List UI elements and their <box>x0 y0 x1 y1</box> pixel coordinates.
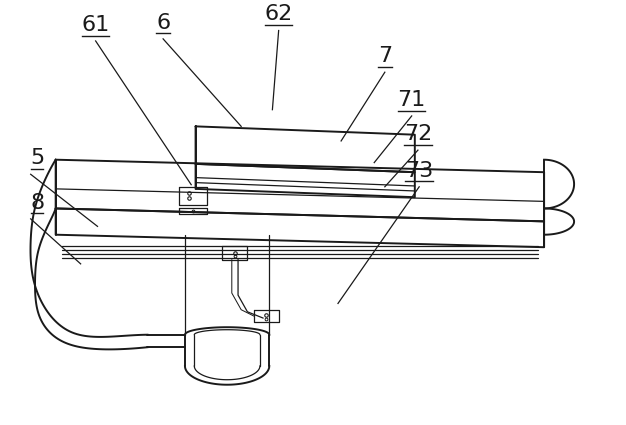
Text: 62: 62 <box>265 4 293 24</box>
Text: 73: 73 <box>405 161 433 181</box>
Text: 72: 72 <box>404 124 432 144</box>
Text: 5: 5 <box>31 148 45 168</box>
Text: 8: 8 <box>31 193 45 212</box>
Text: 71: 71 <box>398 90 426 110</box>
Text: 6: 6 <box>156 13 170 33</box>
Text: 7: 7 <box>377 46 392 66</box>
Text: 61: 61 <box>81 15 110 35</box>
